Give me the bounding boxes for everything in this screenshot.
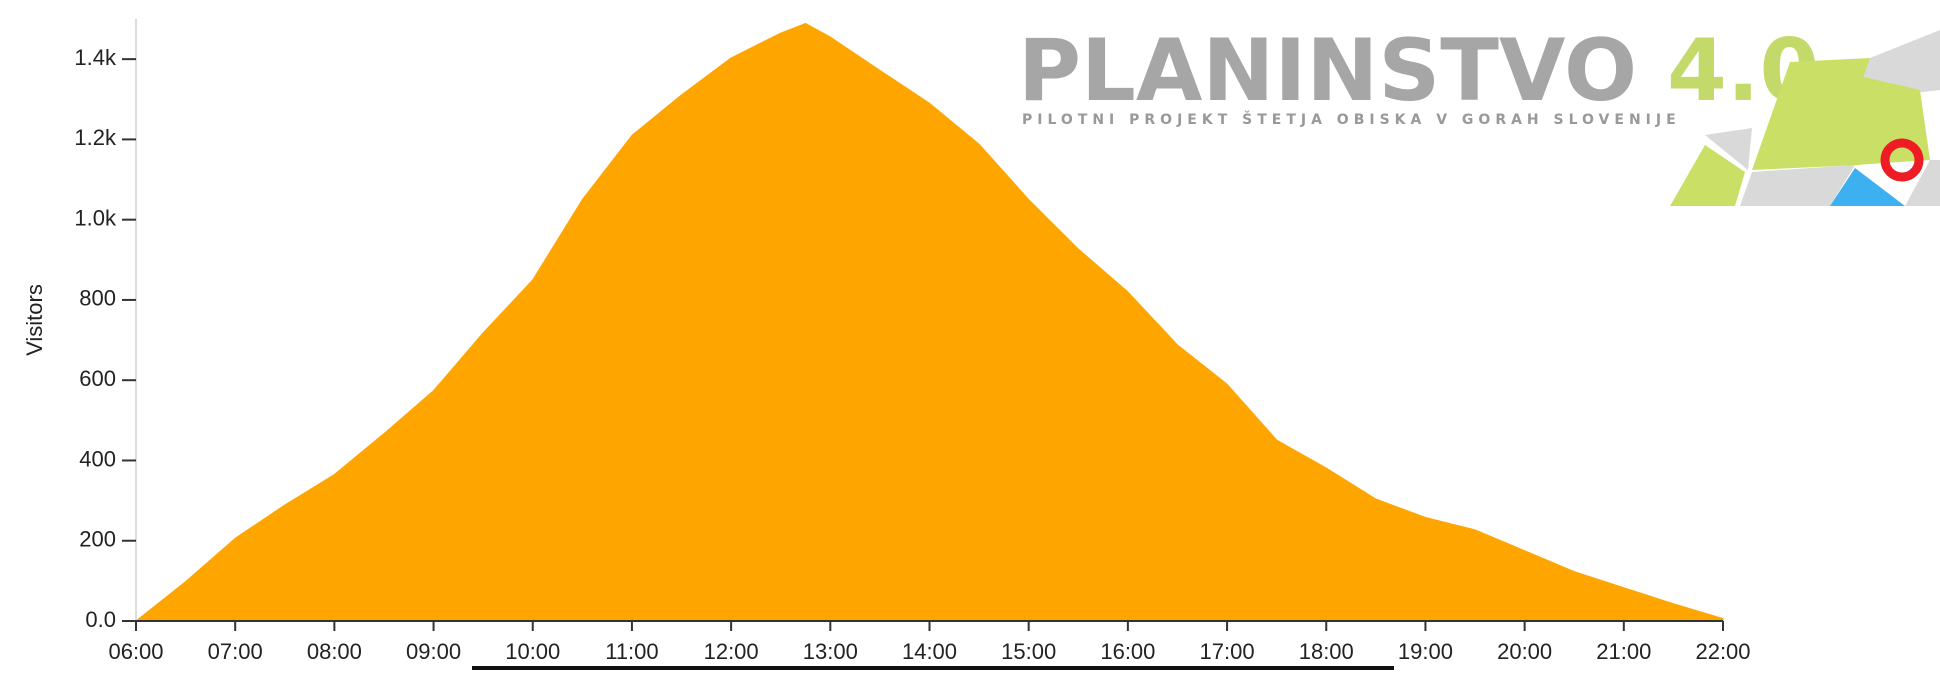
x-tick-label: 09:00 <box>406 639 461 664</box>
y-tick-label: 0.0 <box>85 607 116 632</box>
y-tick-label: 800 <box>79 286 116 311</box>
logo-pin <box>1880 138 1924 182</box>
x-tick-label: 10:00 <box>505 639 560 664</box>
logo-name: PLANINSTVO <box>1018 21 1637 121</box>
scrollbar[interactable] <box>472 666 1394 670</box>
y-tick-label: 1.0k <box>74 205 117 230</box>
x-tick-label: 22:00 <box>1695 639 1750 664</box>
logo-shape <box>1705 128 1752 170</box>
x-tick-label: 13:00 <box>803 639 858 664</box>
x-tick-label: 19:00 <box>1398 639 1453 664</box>
y-tick-label: 1.4k <box>74 45 117 70</box>
x-tick-label: 20:00 <box>1497 639 1552 664</box>
y-tick-label: 600 <box>79 366 116 391</box>
x-tick-label: 16:00 <box>1100 639 1155 664</box>
x-tick-label: 06:00 <box>108 639 163 664</box>
x-tick-label: 17:00 <box>1200 639 1255 664</box>
x-tick-label: 11:00 <box>605 639 658 664</box>
area <box>135 22 1724 622</box>
logo-shape <box>1752 58 1870 170</box>
y-tick-label: 1.2k <box>74 125 117 150</box>
x-tick-label: 07:00 <box>208 639 263 664</box>
x-tick-label: 15:00 <box>1001 639 1056 664</box>
logo-shape <box>1830 168 1905 206</box>
x-tick-label: 08:00 <box>307 639 362 664</box>
x-tick-label: 14:00 <box>902 639 957 664</box>
logo-shape <box>1740 165 1855 206</box>
logo: PLANINSTVO 4.0 PILOTNI PROJEKT ŠTETJA OB… <box>1018 21 1940 206</box>
y-axis-label: Visitors <box>22 284 47 356</box>
logo-shape <box>1670 145 1745 206</box>
logo-shape <box>1905 160 1940 206</box>
y-tick-label: 400 <box>79 446 116 471</box>
x-tick-label: 12:00 <box>704 639 759 664</box>
logo-subtitle: PILOTNI PROJEKT ŠTETJA OBISKA V GORAH SL… <box>1022 110 1681 128</box>
x-tick-label: 18:00 <box>1299 639 1354 664</box>
y-tick-label: 200 <box>79 527 116 552</box>
logo-title: PLANINSTVO 4.0 <box>1018 21 1819 121</box>
x-tick-label: 21:00 <box>1596 639 1651 664</box>
